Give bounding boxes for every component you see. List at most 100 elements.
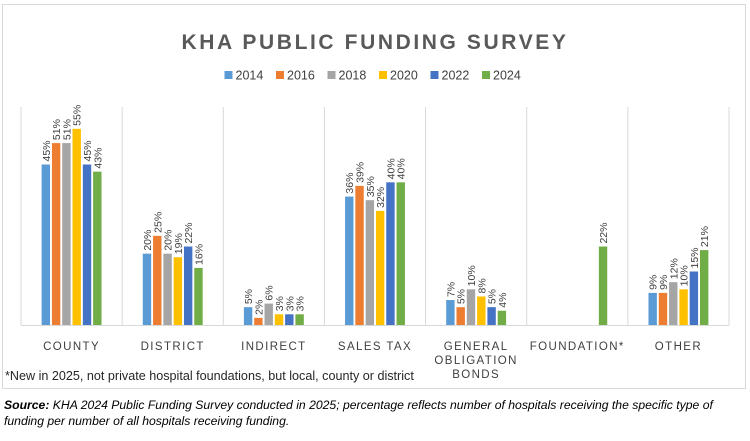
data-label-general-obligation-bonds-2022: 5% (487, 289, 499, 304)
chart-footnote: *New in 2025, not private hospital found… (5, 369, 414, 383)
bar-general-obligation-bonds-2014 (446, 300, 455, 325)
data-label-other-2024: 21% (699, 226, 711, 247)
bar-indirect-2018 (264, 303, 273, 325)
data-label-other-2020: 10% (679, 265, 691, 286)
legend-label-2020: 2020 (390, 69, 418, 83)
bar-sales-tax-2018 (365, 200, 375, 325)
bar-sales-tax-2014 (345, 196, 354, 325)
bar-sales-tax-2024 (396, 182, 405, 325)
data-label-district-2018: 20% (163, 230, 175, 251)
data-label-county-2014: 45% (41, 140, 53, 161)
bar-general-obligation-bonds-2020 (477, 296, 486, 325)
data-label-general-obligation-bonds-2018: 10% (466, 265, 478, 286)
data-label-other-2022: 15% (689, 247, 701, 268)
legend-label-2024: 2024 (493, 69, 521, 83)
category-label-district: DISTRICT (141, 341, 205, 353)
bar-general-obligation-bonds-2018 (466, 289, 476, 325)
category-label-county: COUNTY (43, 341, 100, 353)
bar-county-2018 (62, 143, 71, 325)
bar-sales-tax-2022 (386, 182, 395, 325)
bar-district-2020 (173, 257, 183, 325)
bar-other-2018 (669, 282, 678, 325)
bar-district-2018 (163, 253, 172, 325)
data-label-county-2018: 51% (61, 119, 73, 140)
category-label-general-obligation-bonds: BONDS (452, 369, 500, 381)
bar-indirect-2024 (295, 314, 304, 325)
bar-general-obligation-bonds-2024 (497, 310, 507, 325)
legend-swatch-2016 (276, 71, 284, 79)
bar-county-2020 (72, 128, 81, 325)
data-label-general-obligation-bonds-2024: 4% (497, 293, 509, 308)
data-label-sales-tax-2016: 39% (355, 162, 367, 183)
source-text: KHA 2024 Public Funding Survey conducted… (4, 398, 713, 428)
legend-swatch-2014 (224, 71, 233, 79)
bar-general-obligation-bonds-2022 (487, 307, 496, 325)
bar-sales-tax-2016 (355, 185, 364, 325)
data-label-indirect-2014: 5% (243, 289, 255, 304)
data-label-sales-tax-2014: 36% (344, 173, 356, 194)
category-label-other: OTHER (655, 341, 702, 353)
legend-swatch-2024 (482, 71, 490, 79)
source-label: Source: (4, 398, 50, 412)
bar-indirect-2014 (243, 307, 253, 325)
bar-district-2016 (153, 235, 162, 325)
data-label-county-2020: 55% (72, 105, 84, 126)
bar-county-2016 (51, 143, 61, 325)
category-label-general-obligation-bonds: GENERAL (444, 341, 509, 353)
data-label-sales-tax-2018: 35% (365, 176, 377, 197)
data-label-sales-tax-2022: 40% (385, 158, 397, 179)
legend-swatch-2022 (430, 71, 439, 79)
data-label-sales-tax-2024: 40% (396, 158, 408, 179)
chart-title: KHA PUBLIC FUNDING SURVEY (181, 31, 568, 54)
data-label-indirect-2016: 2% (253, 300, 265, 315)
data-label-indirect-2024: 3% (295, 296, 307, 311)
data-label-indirect-2020: 3% (274, 296, 286, 311)
bar-county-2014 (41, 164, 51, 325)
bar-district-2022 (183, 246, 193, 325)
bar-indirect-2016 (254, 317, 263, 325)
category-label-foundation: FOUNDATION* (530, 341, 625, 353)
legend-label-2022: 2022 (442, 69, 470, 83)
bar-indirect-2020 (274, 314, 284, 325)
bar-other-2022 (689, 271, 699, 325)
data-label-county-2022: 45% (82, 140, 94, 161)
data-label-county-2024: 43% (92, 148, 104, 169)
data-label-general-obligation-bonds-2020: 8% (476, 278, 488, 293)
bar-indirect-2022 (285, 314, 294, 325)
data-label-general-obligation-bonds-2014: 7% (445, 282, 457, 297)
category-label-general-obligation-bonds: OBLIGATION (434, 355, 517, 367)
bar-district-2014 (142, 253, 152, 325)
legend-swatch-2020 (379, 71, 387, 79)
bar-other-2014 (648, 292, 657, 325)
bar-county-2024 (93, 171, 102, 325)
data-label-district-2016: 25% (152, 212, 164, 233)
bar-district-2024 (194, 267, 203, 325)
bar-other-2020 (679, 289, 688, 325)
data-label-other-2014: 9% (648, 275, 660, 290)
source-note: Source: KHA 2024 Public Funding Survey c… (4, 397, 746, 429)
data-label-district-2024: 16% (193, 244, 205, 265)
category-label-indirect: INDIRECT (241, 341, 307, 353)
bar-foundation-2024 (598, 246, 608, 325)
bar-other-2016 (658, 292, 668, 325)
data-label-district-2022: 22% (183, 223, 195, 244)
bar-general-obligation-bonds-2016 (456, 307, 465, 325)
legend-swatch-2018 (327, 71, 336, 79)
data-label-other-2018: 12% (668, 258, 680, 279)
data-label-indirect-2018: 6% (264, 285, 276, 300)
legend-label-2018: 2018 (339, 69, 367, 83)
data-label-district-2014: 20% (142, 230, 154, 251)
data-label-sales-tax-2020: 32% (375, 187, 387, 208)
category-label-sales-tax: SALES TAX (338, 341, 412, 353)
data-label-general-obligation-bonds-2016: 5% (456, 289, 468, 304)
bar-county-2022 (82, 164, 92, 325)
bar-sales-tax-2020 (375, 210, 385, 325)
data-label-other-2016: 9% (658, 275, 670, 290)
bar-other-2024 (699, 250, 709, 325)
funding-bar-chart: KHA PUBLIC FUNDING SURVEY 2014 2016 2018 202… (5, 31, 730, 383)
data-label-foundation-2024: 22% (598, 223, 610, 244)
data-label-indirect-2022: 3% (284, 296, 296, 311)
legend-label-2016: 2016 (287, 69, 315, 83)
chart-frame: KHA PUBLIC FUNDING SURVEY 2014 2016 2018 202… (2, 4, 746, 389)
data-label-county-2016: 51% (51, 119, 63, 140)
